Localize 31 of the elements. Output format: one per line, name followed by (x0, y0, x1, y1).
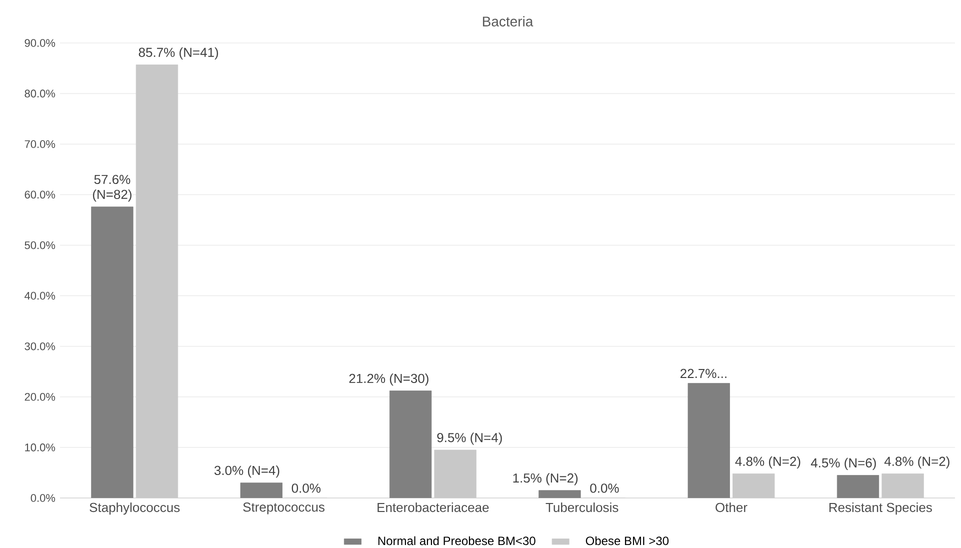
y-tick-label: 20.0% (24, 392, 56, 401)
x-tick-label: Resistant Species (829, 502, 932, 515)
y-tick-label: 80.0% (24, 90, 56, 98)
y-tick-label: 50.0% (24, 241, 56, 250)
data-label: 0.0% (590, 484, 619, 493)
data-label: 4.8% (N=2) (735, 456, 800, 469)
x-tick-label: Other (716, 502, 748, 512)
data-label: 0.0% (292, 484, 320, 493)
data-label: 9.5% (N=4) (437, 432, 502, 445)
data-label: 85.7% (N=41) (138, 47, 218, 60)
data-label: 1.5% (N=2) (513, 473, 578, 486)
data-label: 4.8% (N=2) (884, 456, 950, 469)
y-tick-label: 60.0% (24, 190, 56, 199)
chart-title: Bacteria (482, 16, 534, 26)
data-label: 4.5% (N=6) (810, 458, 876, 470)
y-tick-label: 10.0% (25, 444, 56, 452)
data-label: 57.6% (N=82) (92, 174, 132, 202)
y-tick-label: 90.0% (24, 39, 56, 47)
y-tick-label: 40.0% (24, 292, 56, 300)
legend-label: Normal and Preobese BM<30 (378, 536, 536, 546)
data-label: 22.7%... (680, 368, 726, 378)
y-tick-label: 30.0% (24, 342, 56, 350)
x-tick-label: Tuberculosis (546, 502, 618, 512)
data-label: 3.0% (N=4) (214, 466, 280, 478)
legend-label: Obese BMI >30 (586, 536, 669, 546)
x-tick-label: Streptococcus (243, 502, 324, 514)
x-tick-label: Enterobacteriaceae (378, 502, 489, 512)
y-tick-label: 0.0% (30, 494, 56, 502)
data-label: 21.2% (N=30) (349, 373, 428, 386)
x-tick-label: Staphylococcus (90, 502, 180, 515)
y-tick-label: 70.0% (24, 140, 56, 148)
